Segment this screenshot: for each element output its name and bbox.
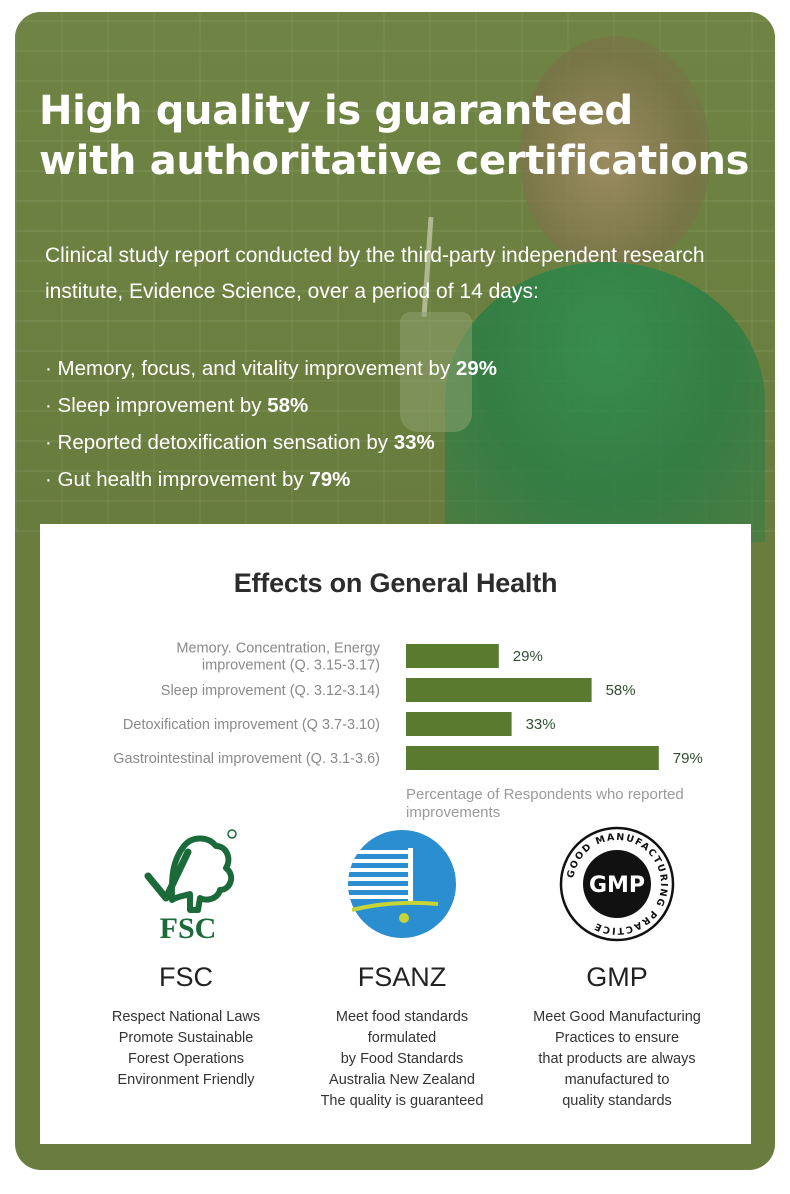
result-label: · Reported detoxification sensation by xyxy=(45,431,394,454)
gmp-seal-logo-icon: GOOD MANUFACTURING PRACTICE GMP xyxy=(559,826,675,942)
intro-text: Clinical study report conducted by the t… xyxy=(45,244,705,303)
results-list: · Memory, focus, and vitality improvemen… xyxy=(45,350,497,498)
result-label: · Memory, focus, and vitality improvemen… xyxy=(45,357,456,380)
bar-2 xyxy=(406,678,592,702)
result-label: · Sleep improvement by xyxy=(45,394,268,417)
white-panel: Effects on General Health 29% Memory. Con… xyxy=(40,524,751,1144)
bar-value-label: 58% xyxy=(606,682,636,699)
bar-value-label: 29% xyxy=(513,648,543,665)
cert-name: GMP xyxy=(586,962,648,992)
woman-photo-head xyxy=(520,36,710,266)
result-value: 33% xyxy=(393,431,435,454)
result-item: · Reported detoxification sensation by 3… xyxy=(45,424,497,461)
result-value: 29% xyxy=(455,357,497,380)
result-value: 79% xyxy=(309,468,351,491)
cert-fsanz: FSANZ Meet food standards formulated by … xyxy=(292,824,512,1112)
cert-fsc: FSC FSC Respect National Laws Promote Su… xyxy=(76,824,296,1091)
bar-value-label: 33% xyxy=(526,716,556,733)
gmp-logo-text: GMP xyxy=(589,873,645,898)
result-item: · Memory, focus, and vitality improvemen… xyxy=(45,350,497,387)
cert-name: FSANZ xyxy=(357,962,447,992)
chart-title: Effects on General Health xyxy=(233,568,558,598)
page-title: High quality is guaranteed with authorit… xyxy=(39,86,749,186)
category-label: Sleep improvement (Q. 3.12-3.14) xyxy=(161,683,380,699)
cert-description: Respect National Laws Promote Sustainabl… xyxy=(111,1009,261,1088)
title-line-2: with authoritative certifications xyxy=(39,138,750,184)
bar-1 xyxy=(406,644,499,668)
bar-4 xyxy=(406,746,659,770)
bar-3 xyxy=(406,712,512,736)
bar-chart: 29% Memory. Concentration, Energy improvem… xyxy=(113,641,703,770)
result-value: 58% xyxy=(267,394,309,417)
infographic-card: High quality is guaranteed with authorit… xyxy=(15,12,775,1170)
fsc-logo-text: FSC xyxy=(160,912,217,944)
title-line-1: High quality is guaranteed xyxy=(39,88,633,134)
category-label: Detoxification improvement (Q 3.7-3.10) xyxy=(123,717,380,733)
result-label: · Gut health improvement by xyxy=(45,468,310,491)
fsc-tree-logo-icon: FSC xyxy=(144,829,237,944)
category-label: Memory. Concentration, Energy improvement… xyxy=(176,641,380,674)
cert-name: FSC xyxy=(159,962,213,992)
result-item: · Sleep improvement by 58% xyxy=(45,387,497,424)
cert-gmp: GOOD MANUFACTURING PRACTICE GMP GMP Meet… xyxy=(507,824,727,1112)
woman-photo-body xyxy=(445,262,765,542)
category-label: Gastrointestinal improvement (Q. 3.1-3.6… xyxy=(113,751,380,767)
cert-description: Meet food standards formulated by Food S… xyxy=(320,1009,484,1109)
fsanz-striped-circle-logo-icon xyxy=(348,830,456,938)
bar-value-label: 79% xyxy=(673,750,703,767)
drink-cup-shape xyxy=(400,312,472,432)
chart-axis-note: Percentage of Respondents who reported i… xyxy=(406,786,684,821)
cert-description: Meet Good Manufacturing Practices to ens… xyxy=(533,1009,701,1109)
result-item: · Gut health improvement by 79% xyxy=(45,461,497,498)
hero-section: High quality is guaranteed with authorit… xyxy=(15,12,775,542)
